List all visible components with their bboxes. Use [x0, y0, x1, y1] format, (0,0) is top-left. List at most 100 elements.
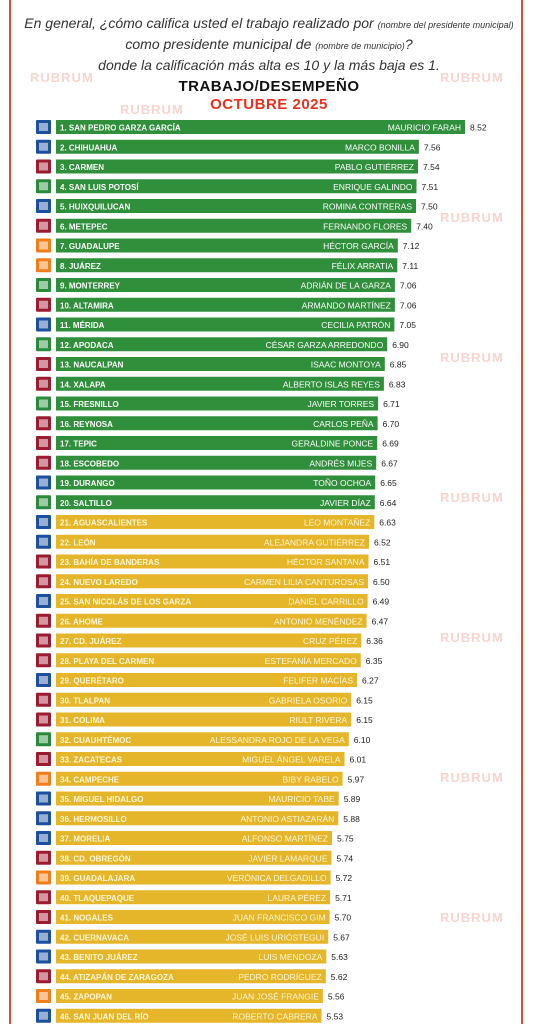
- bar: [56, 396, 379, 411]
- municipality-label: 4. SAN LUIS POTOSÍ: [60, 183, 139, 192]
- mayor-name-label: FERNANDO FLORES: [323, 221, 407, 231]
- municipality-label: 3. CARMEN: [60, 163, 104, 172]
- bar: [56, 574, 368, 589]
- mayor-name-label: BIBY RABELO: [283, 774, 339, 784]
- value-label: 6.64: [380, 498, 397, 508]
- value-label: 5.72: [336, 873, 353, 883]
- bar: [56, 594, 368, 608]
- chart-title: TRABAJO/DESEMPEÑO: [178, 78, 360, 95]
- value-label: 6.90: [392, 340, 409, 350]
- mayor-name-label: GABRIELA OSORIO: [269, 695, 348, 705]
- municipality-label: 28. PLAYA DEL CARMEN: [60, 657, 154, 666]
- bar: [56, 613, 367, 628]
- value-label: 5.75: [337, 834, 354, 844]
- party-logo-mark: [39, 913, 48, 921]
- party-logo-mark: [39, 340, 48, 349]
- value-label: 5.63: [331, 952, 348, 962]
- question-note-municipality: (nombre de municipio): [315, 41, 405, 51]
- party-logo-mark: [39, 379, 48, 388]
- value-label: 6.63: [379, 518, 396, 528]
- party-logo-mark: [39, 300, 48, 309]
- municipality-label: 25. SAN NICOLÁS DE LOS GARZA: [60, 598, 191, 607]
- mayor-name-label: CARLOS PEÑA: [313, 419, 374, 429]
- value-label: 5.56: [328, 992, 345, 1002]
- value-label: 5.97: [348, 774, 365, 784]
- mayor-name-label: CRUZ PÉREZ: [303, 636, 357, 646]
- party-logo-mark: [39, 221, 48, 230]
- page-frame: [9, 0, 523, 1024]
- value-label: 6.01: [350, 755, 367, 765]
- value-label: 6.51: [374, 557, 391, 567]
- value-label: 5.62: [331, 972, 348, 982]
- bar: [56, 791, 339, 806]
- bar: [56, 455, 377, 470]
- party-logo-mark: [39, 676, 48, 684]
- bar: [56, 850, 332, 865]
- bar: [56, 929, 329, 944]
- municipality-label: 6. METEPEC: [60, 222, 108, 231]
- mayor-name-label: PEDRO RODRÍGUEZ: [238, 972, 322, 982]
- value-label: 6.15: [356, 715, 373, 725]
- value-label: 7.11: [402, 261, 418, 271]
- mayor-name-label: RIULT RIVERA: [289, 715, 347, 725]
- watermark: RUBRUM: [440, 910, 504, 925]
- municipality-label: 40. TLAQUEPAQUE: [60, 894, 135, 903]
- value-label: 5.88: [343, 814, 360, 824]
- party-logo-mark: [39, 616, 48, 625]
- municipality-label: 37. MORELIA: [60, 835, 110, 844]
- value-label: 6.70: [383, 419, 400, 429]
- bar: [56, 554, 369, 569]
- mayor-name-label: FÉLIX ARRATIA: [332, 261, 394, 271]
- mayor-name-label: MAURICIO FARAH: [388, 123, 461, 133]
- party-logo-mark: [39, 142, 48, 151]
- bar: [56, 258, 398, 273]
- municipality-label: 18. ESCOBEDO: [60, 459, 119, 468]
- bar: [56, 1008, 322, 1023]
- municipality-label: 23. BAHÍA DE BANDERAS: [60, 558, 160, 567]
- value-label: 5.70: [335, 913, 352, 923]
- mayor-name-label: TOÑO OCHOA: [313, 478, 371, 488]
- party-logo-mark: [39, 537, 48, 546]
- municipality-label: 31. COLIMA: [60, 716, 105, 725]
- question-note-president: (nombre del presidente municipal): [377, 20, 514, 30]
- municipality-label: 21. AGUASCALIENTES: [60, 519, 148, 528]
- party-logo-mark: [39, 518, 48, 526]
- party-logo-mark: [39, 774, 48, 783]
- party-logo-mark: [39, 952, 48, 961]
- municipality-label: 16. REYNOSA: [60, 420, 113, 429]
- municipality-label: 2. CHIHUAHUA: [60, 143, 118, 152]
- value-label: 7.12: [403, 241, 420, 251]
- bar: [56, 870, 331, 885]
- municipality-label: 43. BENITO JUÁREZ: [60, 953, 138, 962]
- party-logo-mark: [39, 162, 48, 171]
- party-logo-mark: [39, 478, 48, 487]
- value-label: 6.15: [356, 695, 373, 705]
- party-logo-mark: [39, 755, 48, 763]
- value-label: 6.71: [383, 399, 400, 409]
- mayor-name-label: ANTONIO ASTIAZARÁN: [240, 814, 334, 824]
- bar: [56, 515, 375, 529]
- value-label: 7.54: [423, 162, 440, 172]
- bar: [56, 357, 385, 371]
- mayor-name-label: JUAN JOSÉ FRANGIE: [232, 992, 319, 1002]
- party-logo-mark: [39, 992, 48, 1000]
- bar: [56, 416, 378, 431]
- mayor-name-label: LUIS MENDOZA: [259, 952, 323, 962]
- bar: [56, 179, 417, 194]
- mayor-name-label: ANTONIO MENÉNDEZ: [274, 616, 363, 626]
- mayor-name-label: GERALDINE PONCE: [291, 439, 373, 449]
- value-label: 6.65: [380, 478, 397, 488]
- party-logo-mark: [39, 932, 48, 941]
- municipality-label: 35. MIGUEL HIDALGO: [60, 795, 143, 804]
- party-logo-mark: [39, 656, 48, 665]
- value-label: 6.50: [373, 577, 390, 587]
- value-label: 7.56: [424, 142, 441, 152]
- bar: [56, 692, 352, 707]
- party-logo-mark: [39, 873, 48, 882]
- party-logo-mark: [39, 320, 48, 329]
- party-logo-mark: [39, 498, 48, 507]
- value-label: 6.35: [366, 656, 383, 666]
- bar: [56, 376, 384, 391]
- mayor-name-label: ARMANDO MARTÍNEZ: [302, 300, 391, 310]
- watermark: RUBRUM: [30, 70, 94, 85]
